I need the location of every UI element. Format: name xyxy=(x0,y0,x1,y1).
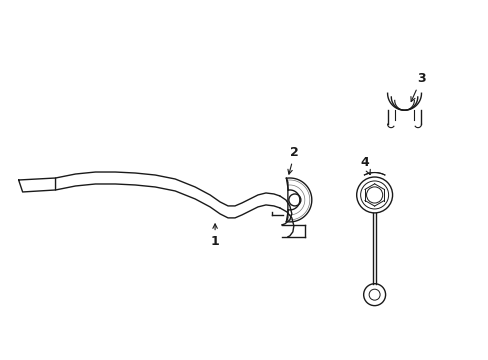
Text: 4: 4 xyxy=(360,156,369,175)
Text: 2: 2 xyxy=(287,145,299,174)
Text: 1: 1 xyxy=(210,224,219,248)
Text: 3: 3 xyxy=(410,72,425,102)
